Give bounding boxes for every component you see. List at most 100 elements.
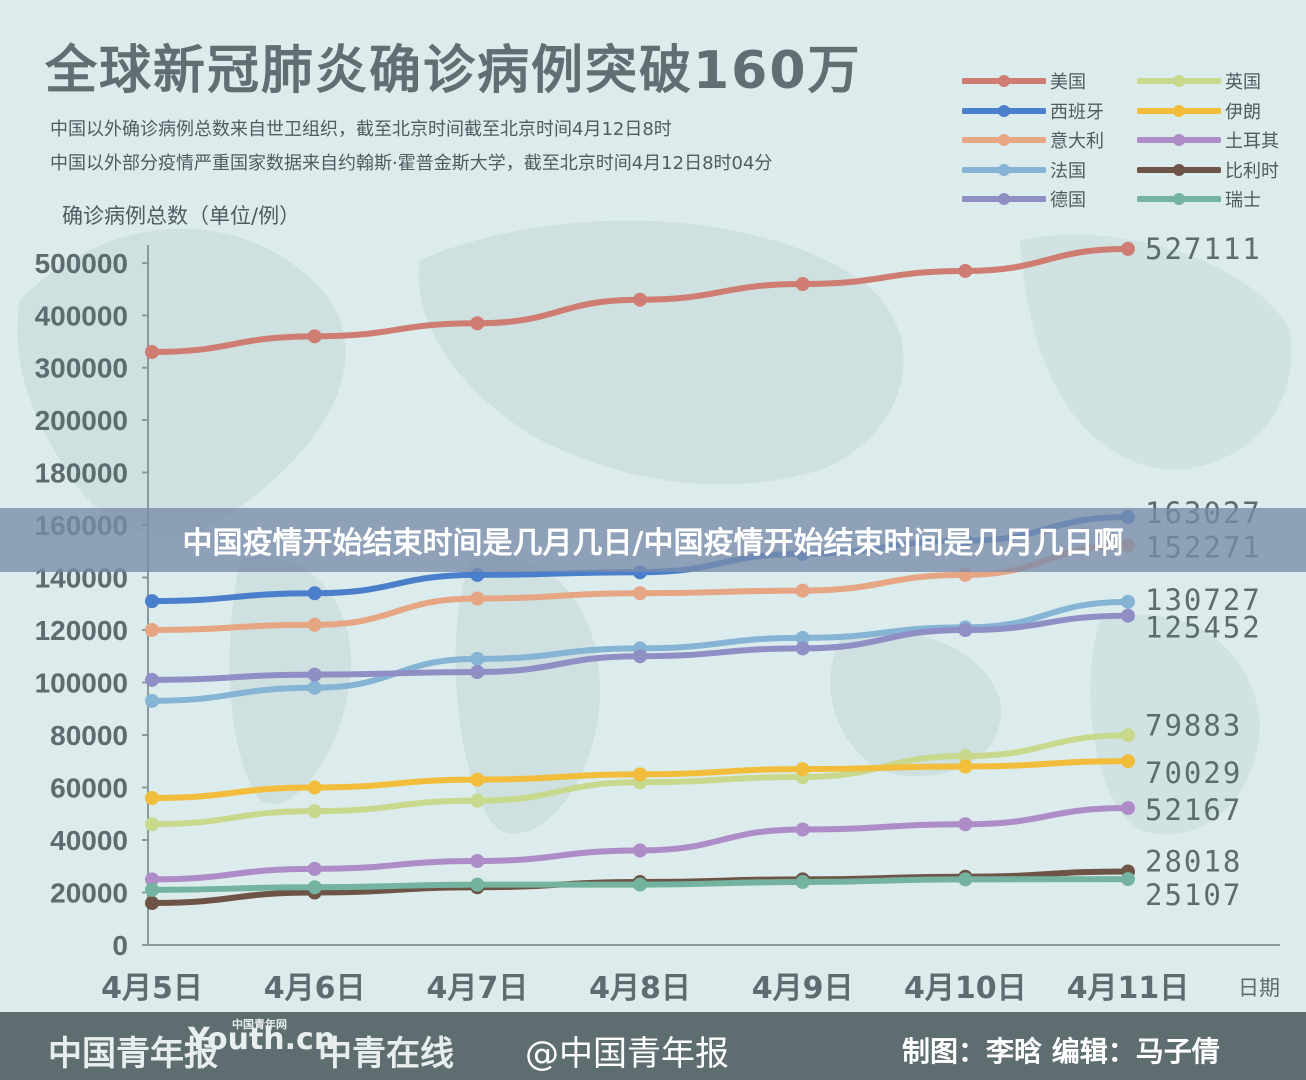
y-tick-label: 100000: [35, 668, 128, 699]
data-point-美国: [307, 329, 322, 344]
y-tick-label: 180000: [35, 458, 128, 489]
end-value-label-德国: 125452: [1145, 611, 1262, 645]
credits: 制图：李晗 编辑：马子倩: [902, 1035, 1220, 1068]
data-point-法国: [795, 630, 810, 645]
x-tick-label: 4月7日: [426, 971, 528, 1006]
end-value-label-法国: 130727: [1145, 583, 1262, 617]
data-point-意大利: [633, 586, 647, 601]
data-point-美国: [470, 316, 485, 331]
data-point-德国: [145, 672, 159, 687]
legend-item-瑞士: 瑞士: [1137, 186, 1261, 212]
legend-label: 美国: [1050, 72, 1086, 93]
legend-swatch-dot: [998, 75, 1010, 87]
line-chart: 0200004000060000800001000001200001400001…: [35, 232, 1280, 1006]
data-point-伊朗: [795, 762, 810, 777]
zqzx-logo: 中青在线: [318, 1034, 454, 1074]
x-tick-label: 4月10日: [904, 971, 1027, 1006]
legend-label: 德国: [1050, 190, 1086, 211]
y-tick-label: 80000: [50, 720, 128, 751]
y-tick-label: 0: [112, 930, 128, 961]
data-point-美国: [145, 345, 159, 360]
legend-swatch: [962, 75, 1046, 87]
legend-swatch-dot: [1173, 104, 1185, 117]
legend-label: 瑞士: [1225, 190, 1261, 211]
footer-bar: 中国青年报 Youth.cn 中国青年网 中青在线 @中国青年报 制图：李晗 编…: [0, 1012, 1306, 1080]
data-point-瑞士: [1121, 872, 1135, 887]
data-point-法国: [307, 680, 322, 695]
y-tick-label: 200000: [35, 405, 128, 436]
data-point-德国: [633, 649, 647, 664]
data-point-德国: [307, 667, 322, 682]
legend-swatch-dot: [998, 104, 1010, 117]
legend-item-意大利: 意大利: [962, 127, 1104, 153]
legend-swatch: [962, 163, 1046, 176]
legend-item-法国: 法国: [962, 157, 1086, 183]
data-point-伊朗: [1121, 754, 1135, 769]
data-point-法国: [145, 693, 159, 708]
data-point-英国: [1121, 728, 1135, 743]
data-point-美国: [795, 277, 810, 292]
data-point-西班牙: [307, 586, 322, 601]
data-point-土耳其: [470, 854, 485, 868]
data-point-西班牙: [145, 594, 159, 609]
data-point-美国: [1121, 241, 1135, 256]
y-tick-label: 500000: [35, 248, 128, 279]
legend-swatch-dot: [998, 193, 1010, 205]
data-point-瑞士: [470, 877, 485, 892]
data-point-土耳其: [145, 872, 159, 887]
y-tick-label: 300000: [35, 353, 128, 384]
data-point-美国: [958, 263, 973, 278]
x-tick-label: 4月8日: [589, 971, 691, 1006]
data-point-英国: [470, 793, 485, 808]
legend-swatch: [962, 134, 1046, 146]
weibo-handle: @中国青年报: [525, 1034, 729, 1074]
legend-swatch-dot: [1173, 163, 1185, 176]
x-tick-label: 4月5日: [101, 971, 203, 1006]
data-point-意大利: [795, 583, 810, 598]
data-point-英国: [958, 749, 973, 763]
end-value-label-比利时: 28018: [1145, 844, 1242, 878]
headline-banner: 中国疫情开始结束时间是几月几日/中国疫情开始结束时间是几月几日啊: [0, 508, 1306, 572]
data-point-意大利: [307, 617, 322, 632]
legend-item-西班牙: 西班牙: [962, 98, 1104, 124]
legend-label: 比利时: [1225, 160, 1279, 182]
legend-swatch-dot: [1173, 193, 1185, 205]
legend-swatch: [962, 104, 1046, 117]
data-point-土耳其: [958, 817, 973, 832]
data-point-英国: [145, 817, 159, 832]
y-tick-label: 20000: [50, 878, 128, 909]
legend-swatch: [1137, 163, 1221, 176]
legend-swatch: [962, 193, 1046, 205]
data-point-瑞士: [145, 882, 159, 897]
data-point-瑞士: [958, 872, 973, 887]
data-point-伊朗: [145, 791, 159, 805]
data-point-伊朗: [470, 772, 485, 787]
data-point-德国: [470, 665, 485, 679]
chart-title: 全球新冠肺炎确诊病例突破160万: [45, 41, 862, 101]
data-point-英国: [307, 804, 322, 819]
legend-swatch: [1137, 134, 1221, 146]
data-point-伊朗: [958, 759, 973, 774]
data-point-土耳其: [795, 822, 810, 837]
legend-swatch: [1137, 193, 1221, 205]
x-axis-label: 日期: [1238, 976, 1280, 1000]
y-axis-label: 确诊病例总数（单位/例）: [62, 204, 301, 228]
x-tick-label: 4月9日: [752, 971, 854, 1006]
legend-item-美国: 美国: [962, 68, 1086, 94]
legend-swatch-dot: [998, 163, 1010, 176]
legend-swatch: [1137, 104, 1221, 117]
data-point-伊朗: [307, 780, 322, 795]
y-tick-label: 120000: [35, 615, 128, 646]
legend-swatch-dot: [1173, 75, 1185, 87]
youth-cn-logo-small: 中国青年网: [232, 1018, 287, 1031]
data-point-法国: [470, 651, 485, 666]
data-point-土耳其: [633, 843, 647, 858]
legend-label: 意大利: [1050, 131, 1104, 152]
legend-label: 伊朗: [1225, 101, 1261, 123]
y-tick-label: 60000: [50, 773, 128, 804]
data-point-瑞士: [307, 880, 322, 895]
y-tick-label: 400000: [35, 300, 128, 331]
data-point-伊朗: [633, 767, 647, 782]
legend-item-土耳其: 土耳其: [1137, 127, 1279, 153]
